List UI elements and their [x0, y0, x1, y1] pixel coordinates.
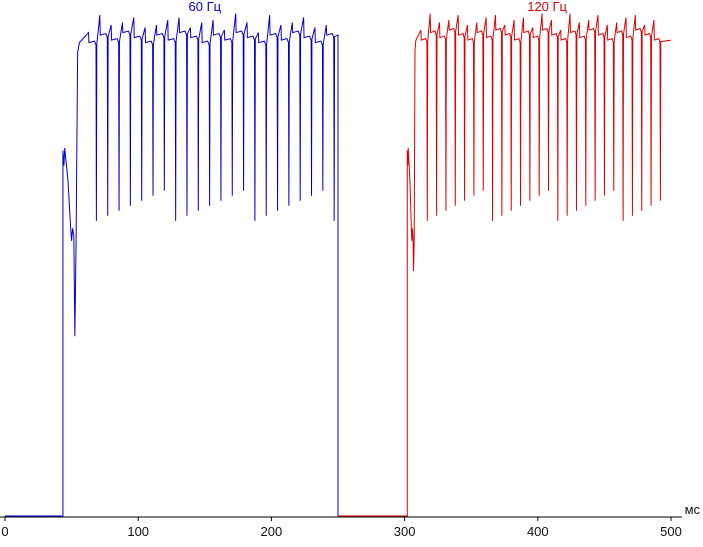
x-axis-tick-label: 100 [127, 524, 149, 539]
x-axis-tick-label: 500 [660, 524, 682, 539]
x-axis-tick-label: 0 [1, 524, 8, 539]
series-label-1: 120 Гц [527, 0, 567, 14]
series-trace-0 [5, 13, 339, 517]
x-axis-unit-label: мс [685, 502, 701, 517]
x-axis-tick-label: 400 [527, 524, 549, 539]
series-trace-1 [338, 13, 672, 517]
series-label-0: 60 Гц [189, 0, 222, 14]
x-axis-tick-label: 300 [394, 524, 416, 539]
x-axis-tick-label: 200 [261, 524, 283, 539]
